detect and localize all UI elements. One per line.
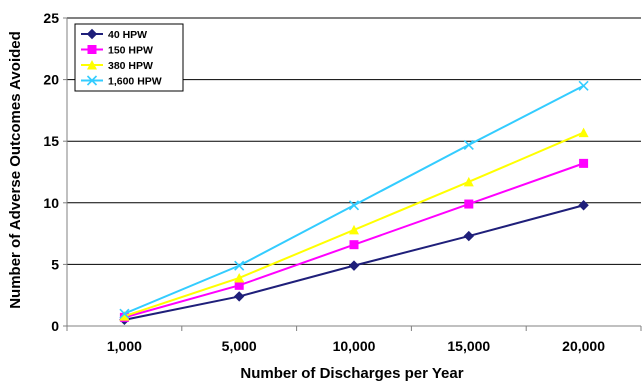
data-point <box>349 224 359 235</box>
series-150-hpw <box>119 158 589 322</box>
legend-item: 380 HPW <box>81 60 153 72</box>
data-point <box>234 260 245 271</box>
axes <box>63 17 642 331</box>
data-point <box>349 240 359 250</box>
series-1-600-hpw <box>119 80 589 319</box>
data-point <box>119 311 130 321</box>
x-tick-label: 15,000 <box>447 338 490 354</box>
y-tick-label: 25 <box>43 10 59 26</box>
legend-marker <box>86 28 98 40</box>
legend-marker <box>87 60 97 70</box>
legend-label: 1,600 HPW <box>108 76 162 88</box>
y-tick-label: 15 <box>43 133 59 149</box>
y-tick-label: 20 <box>43 72 59 88</box>
series-40-hpw <box>119 200 589 326</box>
data-point <box>463 230 475 242</box>
y-tick-label: 10 <box>43 195 59 211</box>
data-point <box>119 308 130 319</box>
x-tick-label: 20,000 <box>562 338 605 354</box>
data-point <box>348 200 360 211</box>
legend-item: 40 HPW <box>81 28 147 41</box>
data-point <box>233 291 245 302</box>
data-point <box>578 127 589 138</box>
x-tick-label: 10,000 <box>333 338 376 354</box>
x-tick-label: 5,000 <box>222 338 257 354</box>
data-point <box>348 260 360 271</box>
data-point <box>578 200 589 211</box>
data-point <box>463 176 474 187</box>
legend-label: 40 HPW <box>108 29 147 41</box>
data-point <box>234 272 245 283</box>
y-axis-label: Number of Adverse Outcomes Avoided <box>7 31 24 309</box>
legend-item: 150 HPW <box>81 45 153 57</box>
x-axis-label: Number of Discharges per Year <box>240 365 463 382</box>
y-tick-label: 5 <box>51 256 59 272</box>
legend-label: 150 HPW <box>108 45 153 57</box>
legend-marker <box>87 45 97 54</box>
series-line <box>124 84 585 315</box>
data-point <box>579 158 589 168</box>
data-point <box>464 199 474 209</box>
data-point <box>578 80 589 91</box>
legend-label: 380 HPW <box>108 60 153 72</box>
series-380-hpw <box>119 127 589 321</box>
data-point <box>463 139 474 150</box>
y-tick-label: 0 <box>51 318 59 334</box>
tick-labels: 0 5 10 15 20 25 1,000 5,000 10,000 15,000 20,000 <box>43 10 605 354</box>
data-point <box>234 280 244 290</box>
legend: 40 HPW 150 HPW 380 HPW 1,600 HPW <box>74 23 184 92</box>
legend-item: 1,600 HPW <box>81 75 162 88</box>
x-tick-label: 1,000 <box>107 338 142 354</box>
legend-marker <box>86 75 98 86</box>
series <box>119 80 589 326</box>
